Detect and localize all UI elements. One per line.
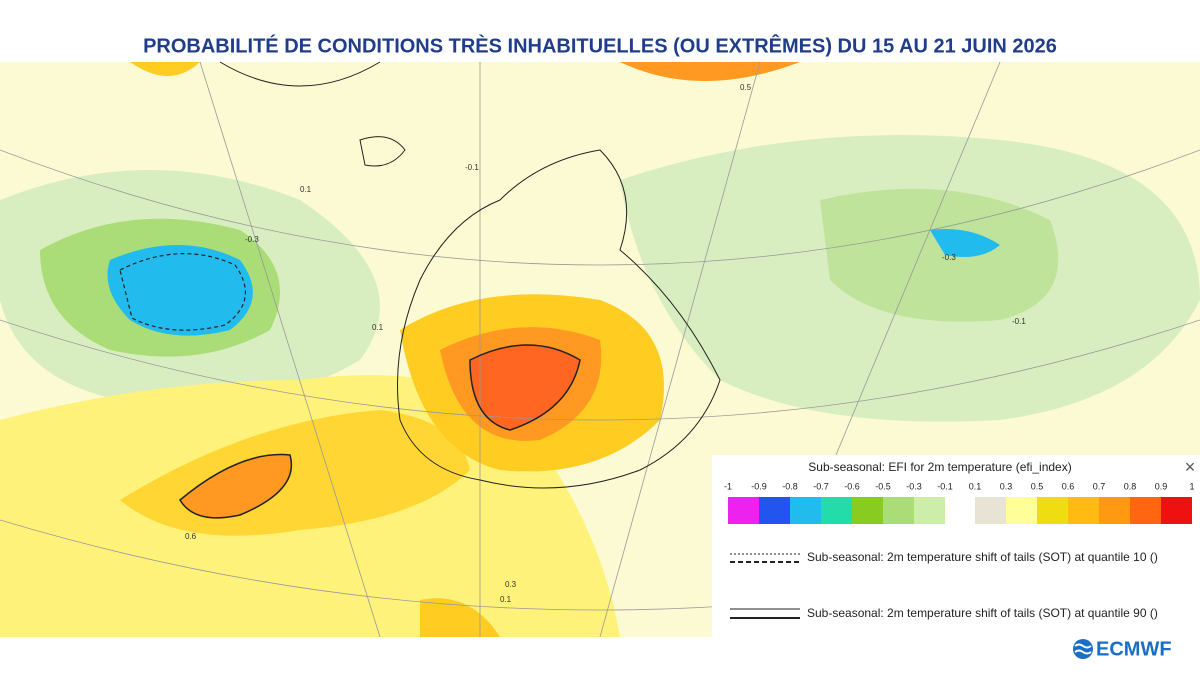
legend-swatch <box>1130 497 1161 524</box>
legend-swatch <box>1037 497 1068 524</box>
legend-swatch <box>1099 497 1130 524</box>
legend-label: -0.9 <box>751 481 767 491</box>
legend-title: Sub-seasonal: EFI for 2m temperature (ef… <box>808 460 1071 474</box>
legend-label: -0.6 <box>844 481 860 491</box>
close-button[interactable]: × <box>1185 457 1196 477</box>
legend-label: 0.9 <box>1155 481 1168 491</box>
map-label: -0.3 <box>245 235 259 244</box>
legend-swatch <box>975 497 1006 524</box>
legend-swatch <box>852 497 883 524</box>
legend-swatch <box>1006 497 1037 524</box>
legend-swatch <box>728 497 759 524</box>
legend-label: 0.1 <box>969 481 982 491</box>
map-label: 0.3 <box>505 580 517 589</box>
map-label: 0.1 <box>300 185 312 194</box>
legend-label: -0.7 <box>813 481 829 491</box>
legend-swatch <box>790 497 821 524</box>
legend-swatch <box>1068 497 1099 524</box>
logo: ECMWF <box>1073 638 1172 660</box>
legend-swatch <box>1161 497 1192 524</box>
legend-label: -0.8 <box>782 481 798 491</box>
map-label: -0.3 <box>942 253 956 262</box>
sot10-label: Sub-seasonal: 2m temperature shift of ta… <box>807 550 1158 564</box>
legend-swatch <box>914 497 945 524</box>
legend-label: 0.5 <box>1031 481 1044 491</box>
map-label: 0.5 <box>740 83 752 92</box>
map-label: 0.1 <box>500 595 512 604</box>
legend-label: 0.3 <box>1000 481 1013 491</box>
legend-swatch <box>821 497 852 524</box>
legend: Sub-seasonal: EFI for 2m temperature (ef… <box>712 455 1200 637</box>
map-label: -0.1 <box>1012 317 1026 326</box>
legend-label: -1 <box>724 481 732 491</box>
map-label: 0.1 <box>372 323 384 332</box>
legend-swatch <box>883 497 914 524</box>
map-label: 0.6 <box>185 532 197 541</box>
legend-swatch <box>759 497 790 524</box>
legend-label: -0.1 <box>937 481 953 491</box>
legend-label: -0.5 <box>875 481 891 491</box>
legend-label: 0.6 <box>1062 481 1075 491</box>
legend-label: 1 <box>1189 481 1194 491</box>
title: PROBABILITÉ DE CONDITIONS TRÈS INHABITUE… <box>143 33 1057 57</box>
legend-label: -0.3 <box>906 481 922 491</box>
legend-label: 0.7 <box>1093 481 1106 491</box>
map-label: -0.1 <box>465 163 479 172</box>
sot90-label: Sub-seasonal: 2m temperature shift of ta… <box>807 606 1158 620</box>
logo-text: ECMWF <box>1096 638 1172 660</box>
legend-box <box>712 455 1200 637</box>
legend-label: 0.8 <box>1124 481 1137 491</box>
